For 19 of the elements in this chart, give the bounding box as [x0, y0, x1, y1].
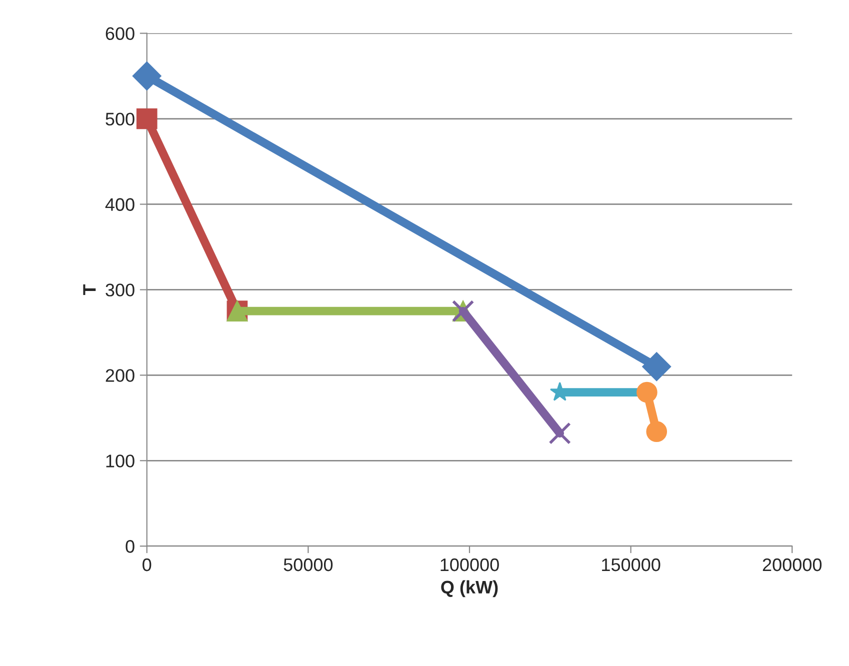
- point: [136, 108, 158, 130]
- point: [646, 421, 668, 442]
- y-tick-label: 300: [106, 284, 134, 296]
- point: [642, 352, 672, 382]
- y-tick-label: 500: [106, 112, 134, 126]
- x-tick-label: 0: [142, 558, 152, 572]
- x-tick-label: 100000: [440, 558, 499, 572]
- y-tick-label: 400: [105, 198, 134, 211]
- y-tick-label: 0: [126, 540, 134, 553]
- x-axis-title: Q (kW): [441, 580, 498, 598]
- point: [132, 62, 162, 90]
- y-tick-label: 600: [106, 27, 134, 40]
- x-tick-label: 50000: [284, 558, 333, 572]
- y-axis-title: T: [83, 284, 96, 296]
- y-tick-label: 100: [106, 454, 134, 468]
- y-tick-label: 200: [106, 369, 134, 382]
- point: [548, 422, 571, 444]
- x-tick-label: 150000: [602, 558, 660, 572]
- x-tick-label: 200000: [762, 558, 822, 572]
